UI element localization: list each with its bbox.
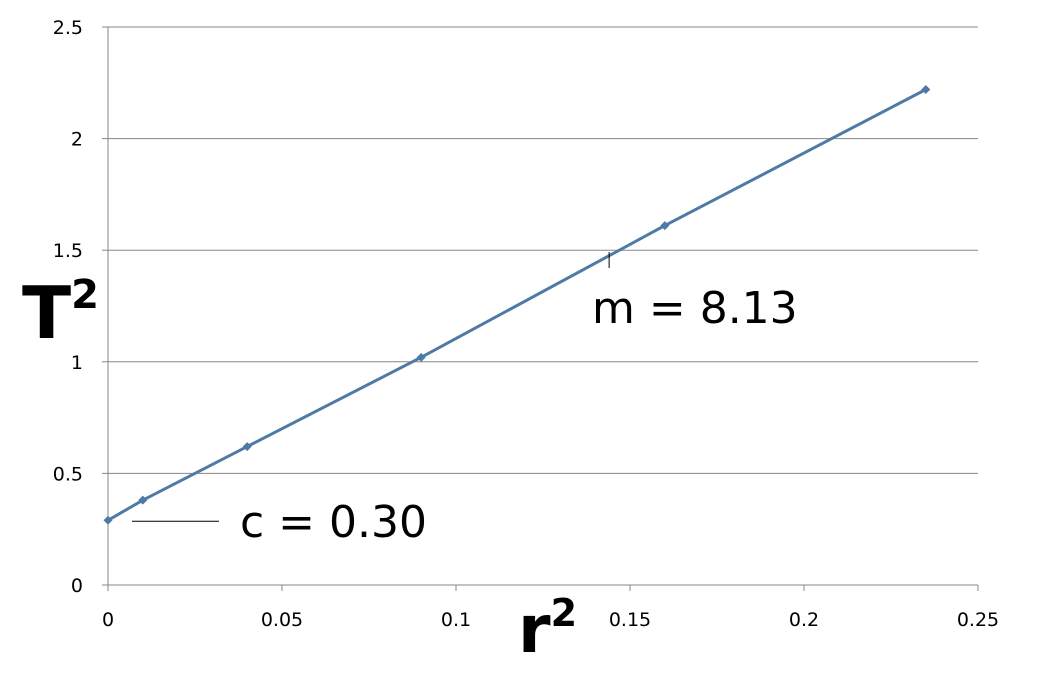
- y-tick-label: 1.5: [53, 240, 83, 262]
- x-axis-title: r2: [518, 591, 577, 668]
- y-tick-label: 1: [71, 352, 83, 374]
- data-point: [103, 515, 113, 525]
- series-line: [107, 88, 927, 522]
- y-axis-title-superscript: 2: [71, 272, 99, 318]
- x-axis-title-superscript: 2: [551, 591, 577, 635]
- y-tick-label: 0: [71, 575, 83, 597]
- x-tick-label: 0.05: [261, 609, 303, 631]
- x-tick-label: 0.25: [957, 609, 999, 631]
- data-point: [660, 221, 670, 231]
- x-axis-title-base: r: [518, 591, 551, 668]
- intercept-annotation: c = 0.30: [240, 497, 427, 548]
- slope-annotation: m = 8.13: [592, 283, 798, 334]
- axes: [102, 26, 979, 591]
- y-axis-title: T2: [22, 271, 99, 355]
- y-tick-label: 2.5: [53, 17, 83, 39]
- data-point: [138, 495, 148, 505]
- annotations: m = 8.13 c = 0.30: [132, 252, 798, 548]
- tick-labels: 0 0.5 1 1.5 2 2.5 0 0.05 0.1 0.15 0.2 0.25: [53, 17, 999, 631]
- data-point: [921, 84, 931, 94]
- data-point: [416, 352, 426, 362]
- x-tick-label: 0.15: [609, 609, 651, 631]
- y-axis-title-base: T: [22, 271, 71, 355]
- y-tick-label: 0.5: [53, 463, 83, 485]
- x-tick-label: 0.1: [441, 609, 471, 631]
- x-tick-label: 0.2: [789, 609, 819, 631]
- data-point: [242, 442, 252, 452]
- data-series: [103, 84, 931, 525]
- y-tick-label: 2: [71, 129, 83, 151]
- gridlines: [108, 26, 978, 474]
- x-tick-label: 0: [102, 609, 114, 631]
